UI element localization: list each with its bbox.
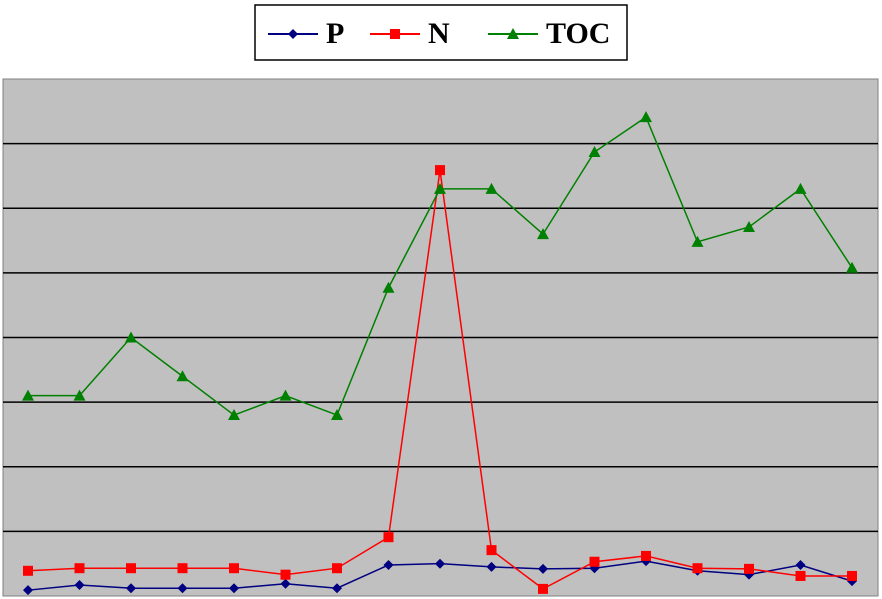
marker [176,370,189,382]
marker [486,545,497,556]
marker [126,563,136,574]
marker [507,28,519,39]
marker [435,558,445,569]
marker [74,580,85,591]
marker [640,111,652,123]
marker [23,585,33,596]
marker [744,563,754,574]
marker [795,559,806,570]
marker [73,389,86,401]
marker [383,559,394,570]
marker [74,563,85,574]
marker [641,550,651,561]
marker [288,29,298,39]
marker [228,409,240,421]
marker [589,556,600,567]
marker [22,389,34,401]
marker [537,228,549,240]
marker [538,563,548,574]
marker [435,165,445,176]
marker [847,570,857,581]
legend-label: N [428,17,450,50]
marker [125,331,137,343]
marker [332,583,342,594]
marker [743,220,755,232]
marker [382,281,395,293]
legend [254,4,628,61]
marker [331,409,343,421]
marker [691,235,704,247]
marker [177,563,188,574]
marker [486,561,497,572]
legend-label: P [326,17,344,50]
marker [229,583,239,594]
marker [229,563,239,574]
marker [280,578,291,589]
marker [280,569,291,580]
marker [692,563,703,574]
marker [795,570,806,581]
marker [332,563,342,574]
marker [390,29,400,39]
marker [846,261,858,273]
legend-label: TOC [546,17,610,50]
marker [794,182,807,194]
marker [588,146,601,158]
marker [485,182,498,194]
marker [126,583,136,594]
marker [177,583,188,594]
marker [383,532,394,543]
marker [538,583,548,594]
marker [23,565,33,576]
marker [279,389,292,401]
marker [434,182,446,194]
